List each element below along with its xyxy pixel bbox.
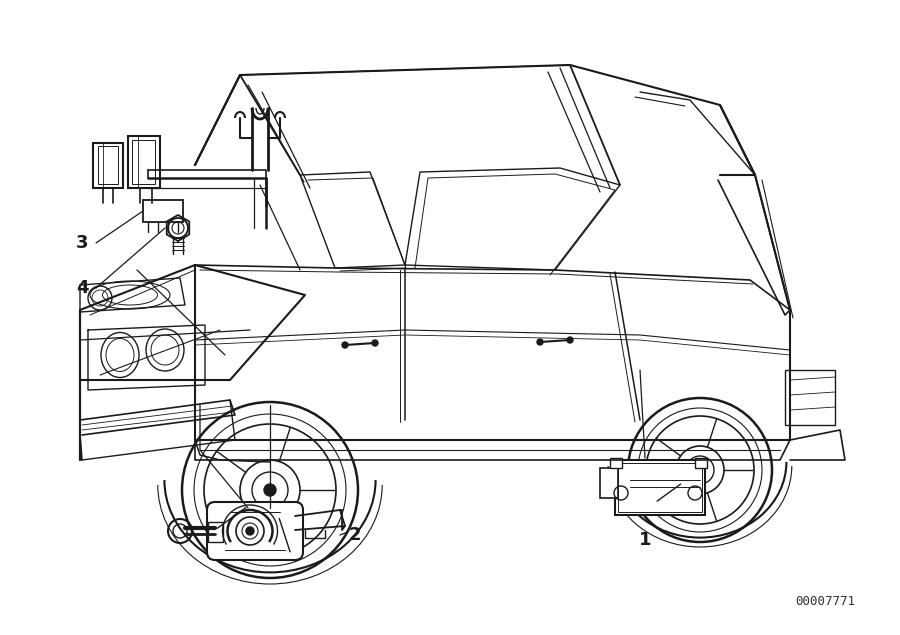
FancyBboxPatch shape — [610, 458, 622, 468]
FancyBboxPatch shape — [143, 200, 183, 222]
Text: 2: 2 — [349, 526, 361, 544]
FancyBboxPatch shape — [93, 143, 123, 188]
Text: 00007771: 00007771 — [795, 595, 855, 608]
FancyBboxPatch shape — [128, 136, 160, 188]
FancyBboxPatch shape — [615, 460, 705, 515]
FancyBboxPatch shape — [695, 458, 707, 468]
Circle shape — [695, 465, 705, 475]
Text: 1: 1 — [639, 531, 652, 549]
Circle shape — [342, 342, 348, 348]
FancyBboxPatch shape — [600, 468, 618, 498]
Circle shape — [537, 339, 543, 345]
Text: 4: 4 — [76, 279, 88, 297]
Circle shape — [264, 484, 276, 496]
FancyBboxPatch shape — [785, 370, 835, 425]
Circle shape — [567, 337, 573, 343]
Circle shape — [372, 340, 378, 346]
Circle shape — [246, 527, 254, 535]
Text: 3: 3 — [76, 234, 88, 252]
FancyBboxPatch shape — [207, 502, 303, 560]
